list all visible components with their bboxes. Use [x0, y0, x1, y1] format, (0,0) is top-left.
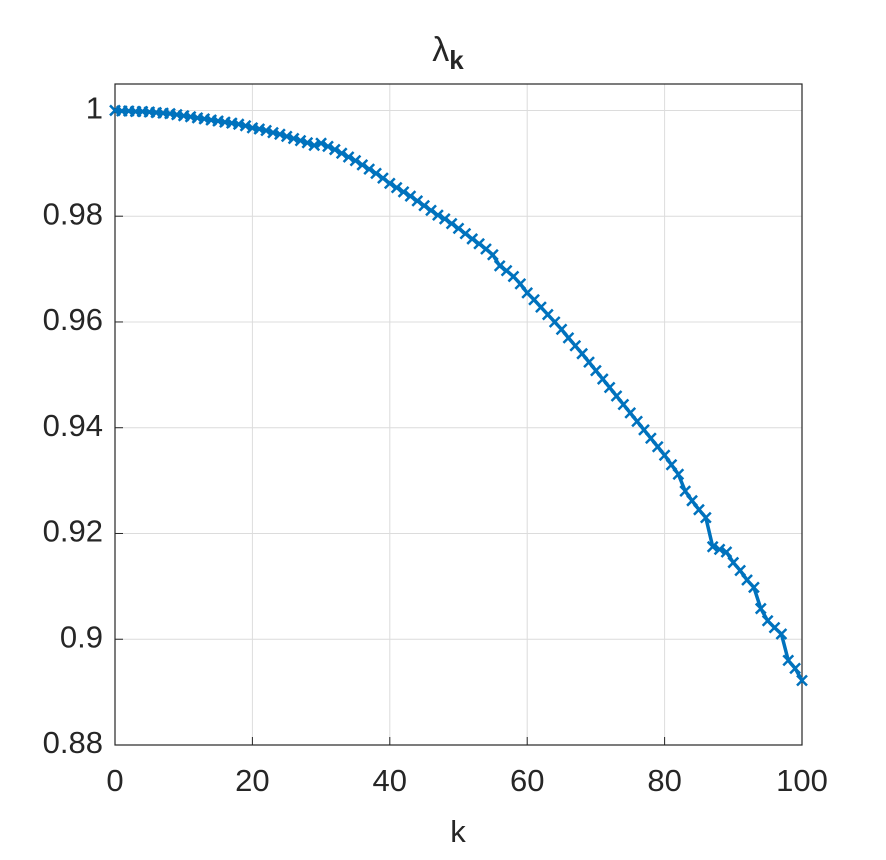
- marker: [260, 124, 273, 137]
- marker: [789, 662, 802, 675]
- y-tick-label: 0.94: [43, 408, 103, 443]
- marker: [679, 485, 692, 498]
- marker: [754, 602, 767, 615]
- marker: [335, 147, 348, 160]
- y-tick-label: 0.98: [43, 196, 103, 231]
- x-tick-label: 40: [373, 763, 407, 798]
- marker: [349, 154, 362, 167]
- x-tick-label: 20: [235, 763, 269, 798]
- marker: [445, 217, 458, 230]
- marker: [796, 674, 808, 687]
- marker: [418, 199, 431, 212]
- marker: [706, 540, 719, 553]
- marker: [699, 511, 712, 524]
- marker: [438, 212, 451, 225]
- y-tick-label: 1: [86, 91, 103, 126]
- marker: [356, 159, 369, 171]
- marker: [363, 163, 376, 176]
- marker: [432, 209, 444, 222]
- marker: [493, 260, 506, 272]
- marker: [287, 132, 300, 145]
- marker: [734, 564, 747, 577]
- x-axis-label: k: [450, 814, 466, 849]
- marker: [315, 137, 327, 150]
- title-subscript: k: [449, 45, 464, 75]
- marker: [308, 139, 321, 152]
- marker: [239, 119, 252, 132]
- marker: [665, 458, 678, 471]
- marker: [486, 248, 499, 261]
- marker: [686, 494, 698, 507]
- x-tick-label: 60: [510, 763, 544, 798]
- marker: [294, 134, 307, 147]
- marker: [514, 278, 527, 290]
- marker: [425, 204, 437, 217]
- plot-area: [115, 84, 802, 745]
- marker: [720, 546, 733, 558]
- marker: [280, 130, 293, 143]
- y-tick-label: 0.92: [43, 514, 103, 549]
- marker: [342, 151, 355, 163]
- marker: [322, 140, 334, 153]
- plot-frame: [114, 83, 803, 746]
- marker: [466, 233, 479, 245]
- x-tick-label: 80: [647, 763, 681, 798]
- marker: [328, 143, 341, 156]
- marker: [411, 194, 424, 207]
- x-tick-label: 0: [106, 763, 123, 798]
- title-main: λ: [432, 31, 449, 69]
- marker: [397, 185, 410, 198]
- marker: [273, 128, 286, 141]
- marker: [370, 167, 382, 180]
- marker: [404, 190, 417, 202]
- marker: [390, 181, 403, 194]
- marker: [775, 628, 788, 640]
- x-tick-label: 100: [776, 763, 828, 798]
- y-tick-label: 0.9: [60, 619, 103, 654]
- chart-title: λk: [432, 31, 464, 75]
- marker: [658, 449, 671, 462]
- marker: [748, 581, 760, 594]
- y-tick-label: 0.96: [43, 302, 103, 337]
- marker: [713, 543, 726, 556]
- marker: [672, 468, 685, 481]
- marker: [383, 177, 396, 190]
- y-tick-label: 0.88: [43, 725, 103, 760]
- marker: [301, 136, 314, 149]
